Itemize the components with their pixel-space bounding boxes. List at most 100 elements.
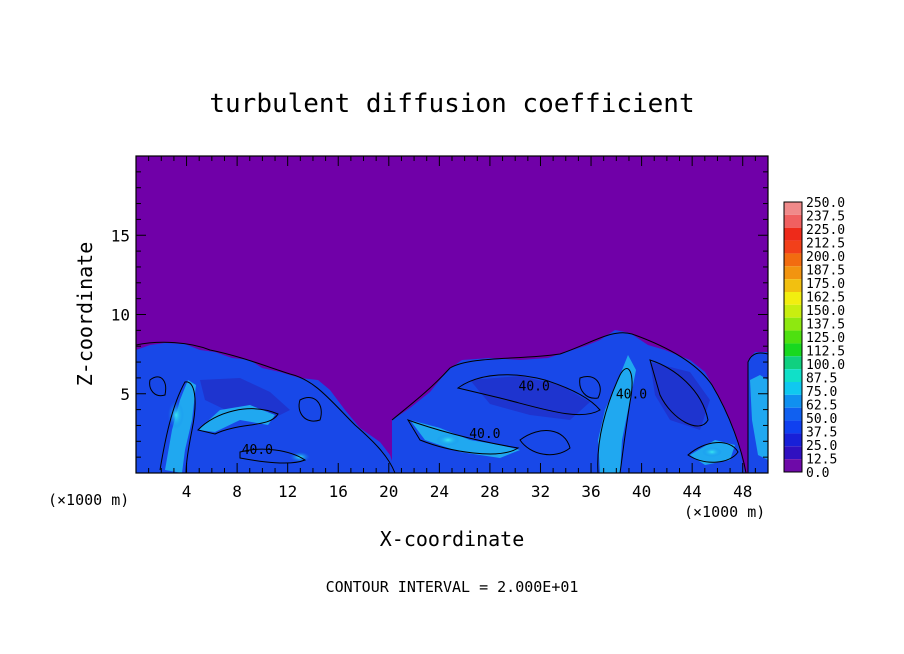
colorbar-swatch [784,369,802,382]
colorbar-frame [783,201,803,473]
colorbar-swatch [784,407,802,421]
colorbar-swatch [784,330,802,344]
colorbar-level-label: 75.0 [806,385,837,400]
x-units-label-right: (×1000 m) [684,503,765,521]
colorbar-swatch [784,304,802,318]
colorbar-swatch [784,394,802,408]
colorbar-swatch [784,202,802,215]
colorbar-swatch [784,433,802,447]
colorbar-level-label: 225.0 [806,223,845,238]
contour-line [519,430,571,456]
colorbar-level-label: 212.5 [806,237,845,252]
contour-line [597,368,633,473]
colorbar-swatch [784,253,802,267]
plot-area: 40.0 40.0 40.0 40.0 [135,155,769,474]
colorbar-swatch [784,227,802,241]
contour-line [391,332,747,473]
contour-labels: 40.0 40.0 40.0 40.0 [242,380,647,458]
colorbar-swatch [784,292,802,305]
colorbar-level-label: 37.5 [806,426,837,441]
colorbar-level-label: 87.5 [806,372,837,387]
contour-line [456,374,601,416]
peak-spot [168,401,184,429]
chart-title: turbulent diffusion coefficient [209,89,694,119]
x-tick-label: 16 [329,482,348,501]
colorbar-level-label: 25.0 [806,439,837,454]
high-turbulence-streak [198,405,275,432]
low-turbulence-patch [650,362,710,430]
contour-line [579,376,601,399]
colorbar-swatch [784,279,802,292]
y-axis-label: Z-coordinate [73,242,97,387]
peak-spot [436,434,460,446]
x-tick-label: 4 [182,482,192,501]
colorbar-swatch [784,343,802,357]
colorbar-level-label: 125.0 [806,331,845,346]
colorbar-swatch [784,240,802,254]
x-axis-label: X-coordinate [380,527,525,551]
x-axis: 4 8 12 16 20 24 28 32 36 40 44 48 [148,156,756,501]
y-axis: 5 10 15 [111,171,768,458]
contour-line [136,341,396,473]
low-turbulence-patch [470,376,590,420]
colorbar-swatch [784,266,802,280]
x-units-label-left: (×1000 m) [48,491,129,509]
high-turbulence-streak [598,355,636,473]
x-tick-label: 48 [733,482,752,501]
contour-line [197,408,279,435]
colorbar-level-label: 150.0 [806,304,845,319]
colorbar-swatch [784,446,802,460]
contour-line [649,359,709,427]
contour-line [159,381,196,473]
contour-label: 40.0 [469,427,500,442]
turbulence-field: 40.0 40.0 40.0 40.0 [136,330,768,473]
colorbar-level-label: 200.0 [806,250,845,265]
contour-label: 40.0 [242,443,273,458]
peak-spot [702,447,722,457]
x-tick-label: 40 [632,482,651,501]
x-tick-label: 32 [531,482,550,501]
x-tick-label: 12 [278,482,297,501]
colorbar-level-label: 137.5 [806,318,845,333]
contour-line [298,397,322,422]
y-tick-label: 5 [120,385,130,404]
contour-line [747,352,768,473]
x-tick-label: 24 [430,482,449,501]
colorbar-swatch [784,420,802,434]
colorbar-level-label: 162.5 [806,291,845,306]
colorbar-level-label: 237.5 [806,210,845,225]
colorbar-level-label: 100.0 [806,358,845,373]
x-tick-label: 28 [480,482,499,501]
contour-line [687,442,739,463]
colorbar-swatch [784,317,802,331]
colorbar: 250.0237.5225.0212.5200.0187.5175.0162.5… [783,196,845,481]
contour-interval-note: CONTOUR INTERVAL = 2.000E+01 [326,578,579,596]
contour-line [149,376,167,397]
colorbar-swatch [784,382,802,395]
colorbar-level-label: 112.5 [806,345,845,360]
high-turbulence-streak [750,375,768,460]
contour-label: 40.0 [616,388,647,403]
y-tick-label: 15 [111,226,130,245]
y-tick-label: 10 [111,306,130,325]
colorbar-level-label: 250.0 [806,196,845,211]
x-tick-label: 8 [232,482,242,501]
colorbar-swatch [784,356,802,370]
x-tick-label: 20 [379,482,398,501]
x-tick-label: 36 [581,482,600,501]
colorbar-level-label: 50.0 [806,412,837,427]
low-turbulence-patch [200,378,290,420]
colorbar-level-label: 12.5 [806,453,837,468]
colorbar-swatch [784,214,802,228]
x-tick-label: 44 [683,482,702,501]
contour-line [406,419,520,455]
colorbar-level-label: 175.0 [806,277,845,292]
contour-lines [136,332,768,473]
contour-label: 40.0 [519,380,550,395]
colorbar-level-label: 62.5 [806,399,837,414]
colorbar-level-label: 187.5 [806,264,845,279]
colorbar-level-label: 0.0 [806,466,829,481]
contour-line [239,448,307,464]
colorbar-swatch [784,459,802,472]
